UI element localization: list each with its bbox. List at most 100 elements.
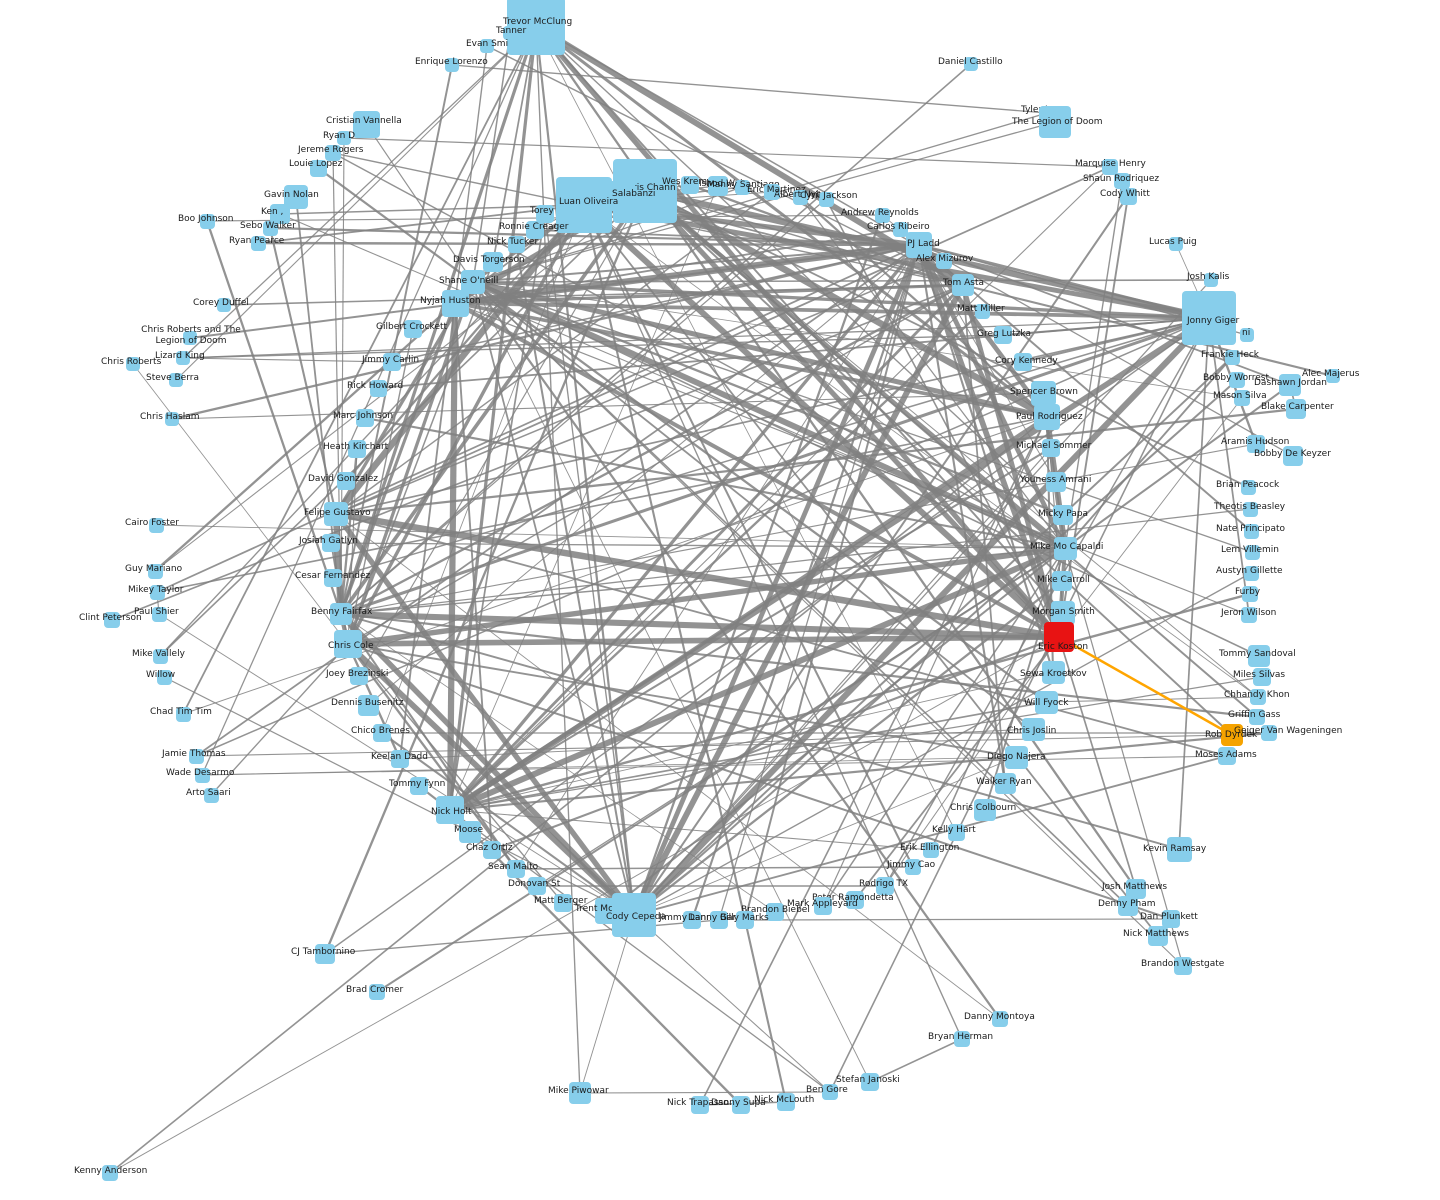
graph-node-austyn-gillette[interactable] xyxy=(1243,565,1259,581)
graph-node-corey-duffel[interactable] xyxy=(217,298,231,312)
graph-node-josh-matthews[interactable] xyxy=(1126,879,1146,899)
graph-node-sean-malto[interactable] xyxy=(507,860,525,878)
graph-node-rob-dyrdek[interactable] xyxy=(1221,724,1243,746)
graph-node-chhandy-khon[interactable] xyxy=(1250,689,1266,705)
graph-node-brandon-westgate[interactable] xyxy=(1174,957,1192,975)
graph-node-danny-supa[interactable] xyxy=(732,1096,750,1114)
graph-node-jereme-rogers[interactable] xyxy=(325,145,341,161)
graph-node-miles-silvas[interactable] xyxy=(1253,668,1271,686)
graph-node-lem-villemin[interactable] xyxy=(1244,544,1260,560)
graph-node-mark-appleyard[interactable] xyxy=(814,897,832,915)
graph-node-alec-majerus[interactable] xyxy=(1326,369,1340,383)
graph-node-louie-lopez[interactable] xyxy=(309,159,327,177)
graph-node-keelan-dadd[interactable] xyxy=(391,750,409,768)
graph-node-mike-piwowar[interactable] xyxy=(569,1082,591,1104)
graph-node-stefan-janoski[interactable] xyxy=(861,1073,879,1091)
graph-node-will-fyock[interactable] xyxy=(1034,690,1058,714)
graph-node-torey-pudwill[interactable] xyxy=(536,205,554,223)
graph-node-michael-sommer[interactable] xyxy=(1042,439,1060,457)
graph-node-albert-nyberg[interactable] xyxy=(792,189,808,205)
graph-node-ishod-wair[interactable] xyxy=(708,176,728,196)
graph-node-danny-montoya[interactable] xyxy=(992,1011,1008,1027)
graph-node-cesar-fernandez[interactable] xyxy=(324,569,342,587)
graph-node-paul-shier[interactable] xyxy=(151,606,167,622)
graph-node-clint-peterson[interactable] xyxy=(104,612,120,628)
graph-node-jimmy-cao[interactable] xyxy=(905,859,921,875)
graph-node-davis-torgerson[interactable] xyxy=(483,252,503,272)
graph-node-lizard-king[interactable] xyxy=(176,351,190,365)
graph-node-geiger-van-wageningen[interactable] xyxy=(1261,725,1277,741)
graph-node-jonny-giger[interactable] xyxy=(1182,291,1236,345)
graph-node-eric-koston[interactable] xyxy=(1044,622,1074,652)
graph-node-tom-asta[interactable] xyxy=(952,274,974,296)
graph-node-dashawn-jordan[interactable] xyxy=(1279,374,1301,396)
graph-node-peter-ramondetta[interactable] xyxy=(846,891,864,909)
graph-node-cristian-vannella[interactable] xyxy=(352,110,380,138)
graph-node-jamie-thomas[interactable] xyxy=(188,748,204,764)
graph-node-chris-colbourn[interactable] xyxy=(974,799,996,821)
graph-node-micky-papa[interactable] xyxy=(1053,505,1073,525)
graph-node-alex-mizurov[interactable] xyxy=(936,253,952,269)
graph-node-mason-silva[interactable] xyxy=(1234,390,1250,406)
graph-node-heath-kirchart[interactable] xyxy=(348,440,366,458)
graph-node-greg-lutzka[interactable] xyxy=(994,326,1012,344)
graph-node-mike-carroll[interactable] xyxy=(1052,571,1072,591)
graph-node-aramis-hudson[interactable] xyxy=(1247,435,1265,453)
graph-node-jimmy-carlin[interactable] xyxy=(383,353,401,371)
graph-node-chad-tim-tim[interactable] xyxy=(175,706,191,722)
graph-node-youness-amrani[interactable] xyxy=(1046,472,1066,492)
graph-node-ben-gore[interactable] xyxy=(822,1084,838,1100)
graph-node-luan-oliveira[interactable] xyxy=(556,177,612,233)
graph-node-daniel-castillo[interactable] xyxy=(964,57,978,71)
graph-node-felipe-gustavo[interactable] xyxy=(324,502,348,526)
graph-node-marc-johnson[interactable] xyxy=(356,409,374,427)
graph-node-sewa-kroetkov[interactable] xyxy=(1041,660,1065,684)
graph-node-cyril-jackson[interactable] xyxy=(818,191,834,207)
graph-node-josiah-gatlyn[interactable] xyxy=(322,534,340,552)
graph-node-cory-kennedy[interactable] xyxy=(1014,353,1032,371)
graph-node-nyjah-huston[interactable] xyxy=(441,289,469,317)
graph-node-blake-carpenter[interactable] xyxy=(1286,399,1306,419)
graph-node-lucas-puig[interactable] xyxy=(1169,237,1183,251)
graph-node-david-gonzalez[interactable] xyxy=(337,472,355,490)
graph-node-nick-holt[interactable] xyxy=(436,796,464,824)
graph-node-bobby-worrest[interactable] xyxy=(1229,372,1245,388)
graph-node-cj-tambornino[interactable] xyxy=(315,944,335,964)
graph-node-griffin-gass[interactable] xyxy=(1249,709,1265,725)
graph-node-chico-brenes[interactable] xyxy=(373,724,391,742)
graph-node-benny-fairfax[interactable] xyxy=(330,603,352,625)
graph-node-theotis-beasley[interactable] xyxy=(1242,501,1258,517)
graph-node-guy-mariano[interactable] xyxy=(147,563,163,579)
graph-node-dan-plunkett[interactable] xyxy=(1162,910,1180,928)
graph-node-bobby-de-keyzer[interactable] xyxy=(1283,446,1303,466)
graph-node-spencer-brown[interactable] xyxy=(1030,380,1056,406)
graph-node-joey-brezinski[interactable] xyxy=(350,667,368,685)
graph-node-bryan-herman[interactable] xyxy=(954,1031,970,1047)
graph-node-moose[interactable] xyxy=(459,821,481,843)
graph-node-kenny-hughes[interactable] xyxy=(270,204,290,224)
graph-node-arto-saari[interactable] xyxy=(203,787,219,803)
graph-node-chris-cole[interactable] xyxy=(334,630,362,658)
graph-node-eric-martinez[interactable] xyxy=(764,184,780,200)
graph-node-pj-ladd[interactable] xyxy=(906,232,932,258)
graph-node-dennis-busenitz[interactable] xyxy=(357,694,379,716)
graph-node-morgan-smith[interactable] xyxy=(1051,601,1075,625)
graph-node-tanner[interactable] xyxy=(503,26,517,40)
graph-node-jimmy-lannon[interactable] xyxy=(683,911,701,929)
graph-node-kevin-ramsay[interactable] xyxy=(1166,836,1192,862)
graph-node-frankie-heck[interactable] xyxy=(1224,349,1240,365)
graph-node-cody-cepeda[interactable] xyxy=(612,893,656,937)
graph-node-legion-of-doom[interactable] xyxy=(1039,106,1071,138)
graph-node-ryan-d[interactable] xyxy=(337,131,351,145)
graph-node-tommy-fynn[interactable] xyxy=(410,777,428,795)
graph-node-sebo-walker[interactable] xyxy=(262,220,278,236)
graph-node-erik-ellington[interactable] xyxy=(923,842,939,858)
graph-node-nick-matthews[interactable] xyxy=(1148,926,1168,946)
graph-node-cody-whitt[interactable] xyxy=(1119,187,1137,205)
graph-node-jeron-wilson[interactable] xyxy=(1241,607,1257,623)
graph-node-ryan-pearce[interactable] xyxy=(250,235,266,251)
graph-node-walker-ryan[interactable] xyxy=(994,772,1016,794)
graph-node-brandon-biebel[interactable] xyxy=(766,903,784,921)
graph-node-brad-cromer[interactable] xyxy=(369,984,385,1000)
